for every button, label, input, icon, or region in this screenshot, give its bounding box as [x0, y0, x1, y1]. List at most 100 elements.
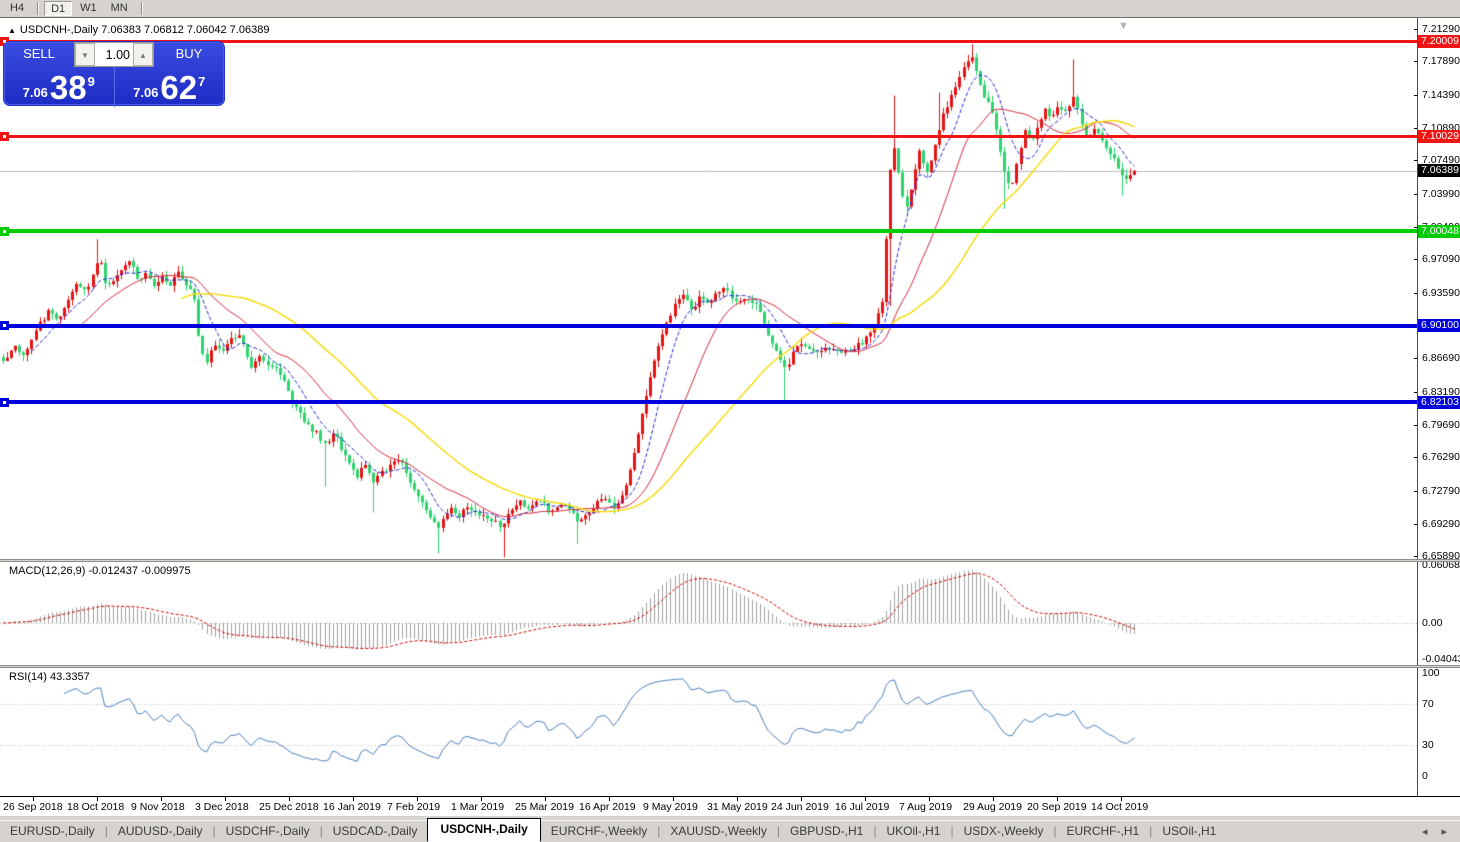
price-tick-mark [1414, 94, 1418, 96]
rsi-panel-canvas[interactable] [0, 668, 1417, 796]
line-anchor-handle[interactable] [0, 131, 9, 141]
status-strip [0, 815, 1460, 820]
price-tick-label: 7.07490 [1422, 154, 1460, 167]
price-tick-mark [1414, 61, 1418, 63]
price-tag: 7.20009 [1418, 34, 1460, 48]
panel-splitter[interactable] [0, 559, 1460, 562]
sell-price-small: 7.06 [22, 85, 48, 100]
date-tick-label: 25 Dec 2018 [259, 801, 319, 813]
volume-decrease-button[interactable]: ▼ [75, 43, 95, 66]
price-tick-mark [1414, 160, 1418, 162]
buy-price-display[interactable]: 7.06 62 7 [115, 67, 225, 107]
horizontal-level-line[interactable] [0, 39, 1417, 43]
price-tick-mark [1414, 490, 1418, 492]
buy-button[interactable]: BUY [175, 46, 203, 61]
price-tick-mark [1414, 457, 1418, 459]
date-tick-label: 18 Oct 2018 [67, 801, 125, 813]
volume-input[interactable] [95, 43, 133, 66]
chart-tab-eurchf-weekly[interactable]: EURCHF-,Weekly [550, 824, 648, 838]
tab-scroll-right-icon[interactable]: ▸ [1441, 826, 1447, 838]
price-tick-mark [1414, 227, 1418, 229]
price-tick-label: 7.21290 [1422, 23, 1460, 35]
chart-window: ▲ USDCNH-,Daily 7.06383 7.06812 7.06042 7… [0, 17, 1460, 816]
sell-price-big: 38 [49, 69, 87, 106]
price-tick-mark [1414, 358, 1418, 360]
date-tick-label: 16 Apr 2019 [579, 801, 636, 813]
tab-scroll-left-icon[interactable]: ◂ [1421, 826, 1428, 838]
price-axis-divider [1417, 18, 1418, 796]
timeframe-toolbar: H4 D1 W1 MN [0, 0, 1460, 17]
rsi-axis-label: 100 [1422, 667, 1440, 679]
date-tick-mark [353, 797, 354, 801]
date-tick-label: 24 Jun 2019 [771, 801, 829, 813]
rsi-indicator-label: RSI(14) 43.3357 [9, 671, 90, 683]
tab-divider: | [1149, 824, 1153, 838]
tab-divider: | [1053, 824, 1057, 838]
macd-panel-canvas[interactable] [0, 562, 1417, 665]
price-tick-label: 6.83190 [1422, 385, 1460, 398]
date-tick-label: 20 Sep 2019 [1027, 801, 1087, 813]
timeframe-button-d1[interactable]: D1 [44, 1, 73, 16]
date-tick-label: 29 Aug 2019 [963, 801, 1022, 813]
date-tick-mark [545, 797, 546, 801]
chart-tab-ukoil-h1[interactable]: UKOil-,H1 [886, 824, 941, 838]
date-tick-label: 31 May 2019 [707, 801, 768, 813]
macd-axis-label: 0.060687 [1422, 559, 1460, 571]
chart-ohlc-values: 7.06383 7.06812 7.06042 7.06389 [101, 24, 270, 36]
chart-tab-usdcad-daily[interactable]: USDCAD-,Daily [332, 824, 418, 838]
line-anchor-handle[interactable] [0, 226, 9, 236]
price-axis: 7.21290 7.17890 7.14390 7.10890 7.07490 7.039… [1414, 18, 1460, 796]
chart-shift-icon[interactable]: ▼ [1118, 20, 1129, 32]
horizontal-level-line[interactable] [0, 400, 1417, 405]
sell-button[interactable]: SELL [23, 46, 55, 61]
timeframe-button-mn[interactable]: MN [110, 2, 128, 14]
chart-symbol-label: USDCNH-,Daily [19, 24, 99, 36]
toolbar-separator [140, 2, 143, 15]
panel-splitter[interactable] [0, 665, 1460, 668]
line-anchor-handle[interactable] [0, 397, 9, 407]
price-tick-mark [1414, 391, 1418, 393]
price-tick-label: 7.17890 [1422, 55, 1460, 68]
tab-divider: | [212, 824, 216, 838]
line-anchor-handle[interactable] [0, 36, 9, 46]
rsi-axis-label: 30 [1422, 739, 1434, 751]
timeframe-button-w1[interactable]: W1 [80, 2, 97, 14]
main-chart-canvas[interactable] [0, 18, 1417, 559]
date-tick-mark [417, 797, 418, 801]
chart-tab-usdcnh-daily[interactable]: USDCNH-,Daily [427, 818, 541, 842]
date-tick-label: 25 Mar 2019 [515, 801, 574, 813]
sell-price-pip: 9 [87, 74, 95, 89]
date-tick-mark [609, 797, 610, 801]
price-tick-mark [1414, 193, 1418, 195]
chart-tab-xauusd-weekly[interactable]: XAUUSD-,Weekly [670, 824, 767, 838]
price-tick-mark [1414, 425, 1418, 427]
chart-tab-usdchf-daily[interactable]: USDCHF-,Daily [225, 824, 310, 838]
sell-price-display[interactable]: 7.06 38 9 [4, 67, 114, 107]
volume-increase-button[interactable]: ▲ [133, 43, 153, 66]
macd-axis-label: 0.00 [1422, 617, 1443, 629]
price-tick-mark [1414, 292, 1418, 294]
chart-tab-usoil-h1[interactable]: USOil-,H1 [1162, 824, 1217, 838]
chart-tab-audusd-daily[interactable]: AUDUSD-,Daily [117, 824, 203, 838]
line-anchor-handle[interactable] [0, 321, 9, 331]
date-tick-label: 9 Nov 2018 [131, 801, 185, 813]
price-tick-mark [1414, 556, 1418, 558]
price-tick-label: 7.14390 [1422, 88, 1460, 101]
chart-tab-eurchf-h1[interactable]: EURCHF-,H1 [1066, 824, 1140, 838]
rsi-axis-label: 70 [1422, 698, 1434, 710]
price-tag: 7.10029 [1418, 129, 1460, 143]
date-tick-mark [865, 797, 866, 801]
horizontal-level-line[interactable] [0, 134, 1417, 138]
chart-tab-eurusd-daily[interactable]: EURUSD-,Daily [10, 824, 95, 838]
chart-tab-usdx-weekly[interactable]: USDX-,Weekly [963, 824, 1044, 838]
macd-axis-label: -0.040432 [1422, 653, 1460, 665]
chart-tab-bar: EURUSD-,Daily | AUDUSD-,Daily | USDCHF-,Dail… [0, 818, 1460, 842]
horizontal-level-line[interactable] [0, 323, 1417, 328]
date-tick-mark [481, 797, 482, 801]
date-tick-mark [97, 797, 98, 801]
timeframe-button-h4[interactable]: H4 [10, 2, 25, 14]
chart-tab-gbpusd-h1[interactable]: GBPUSD-,H1 [789, 824, 864, 838]
price-tick-label: 7.03990 [1422, 187, 1460, 200]
horizontal-level-line[interactable] [0, 229, 1417, 234]
